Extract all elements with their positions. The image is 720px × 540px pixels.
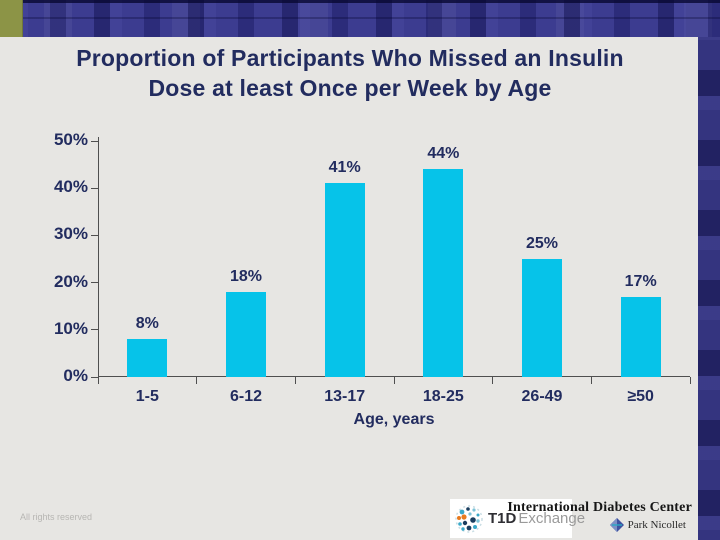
x-tick-mark	[294, 377, 296, 384]
x-tick-label: 1-5	[135, 388, 159, 405]
title-line-2: Dose at least Once per Week by Age	[148, 74, 552, 101]
y-tick-label: 50%	[53, 130, 88, 149]
y-tick-mark	[91, 234, 98, 236]
bar-value-label: 18%	[229, 268, 263, 286]
x-tick-mark	[393, 377, 395, 384]
y-tick-label: 40%	[53, 177, 88, 197]
bar-value-label: 41%	[328, 159, 361, 177]
bar-value-label: 8%	[135, 315, 159, 333]
x-tick-label: 6-12	[229, 388, 263, 405]
bar-value-label: 17%	[624, 272, 657, 290]
bar	[127, 339, 168, 377]
page-title: Proportion of Participants Who Missed an…	[0, 44, 700, 104]
bar	[522, 259, 562, 377]
t1d-exchange-logo: T1D Exchange	[450, 499, 585, 538]
x-tick-label: 18-25	[422, 388, 464, 405]
x-tick-label: 26-49	[521, 388, 563, 405]
bar	[423, 169, 464, 377]
t1d-globe-icon	[455, 504, 483, 533]
bar-value-label: 44%	[427, 145, 460, 163]
y-axis-line	[98, 137, 99, 377]
header-band	[0, 0, 720, 37]
t1d-exchange-wordmark: T1D Exchange	[488, 510, 586, 527]
y-tick-mark	[91, 282, 98, 284]
x-tick-label: ≥50	[627, 388, 654, 405]
x-axis-title: Age, years	[353, 411, 435, 428]
bar	[620, 296, 661, 377]
y-tick-label: 20%	[53, 271, 88, 291]
x-tick-label: 13-17	[324, 388, 366, 405]
bar-chart: Age, years 0% 10% 20% 30% 40% 50% 8% 1-5 18% 6-12…	[54, 130, 691, 428]
copyright-text: All rights reserved	[20, 512, 93, 522]
y-tick-mark	[91, 329, 98, 331]
bar-value-label: 25%	[525, 235, 559, 252]
park-nicollet-icon	[609, 518, 624, 532]
bar	[324, 183, 365, 377]
idc-name: International Diabetes Center	[507, 500, 692, 515]
y-tick-mark	[91, 140, 98, 142]
x-tick-mark	[492, 377, 494, 384]
x-tick-mark	[97, 377, 99, 384]
x-tick-mark	[196, 377, 198, 384]
x-tick-mark	[689, 377, 691, 384]
x-tick-mark	[590, 377, 592, 384]
y-tick-label: 10%	[53, 318, 88, 338]
idc-logo: International Diabetes Center Park Nicol…	[507, 500, 692, 532]
title-line-1: Proportion of Participants Who Missed an…	[76, 45, 624, 71]
y-tick-mark	[91, 376, 98, 378]
y-tick-mark	[91, 187, 98, 189]
y-tick-label: 30%	[53, 224, 88, 244]
y-tick-label: 0%	[63, 366, 88, 385]
park-nicollet-name: Park Nicollet	[627, 519, 686, 531]
accent-square	[0, 0, 23, 37]
bar	[226, 292, 266, 377]
x-axis-line	[98, 376, 690, 377]
right-accent-band	[698, 0, 720, 540]
